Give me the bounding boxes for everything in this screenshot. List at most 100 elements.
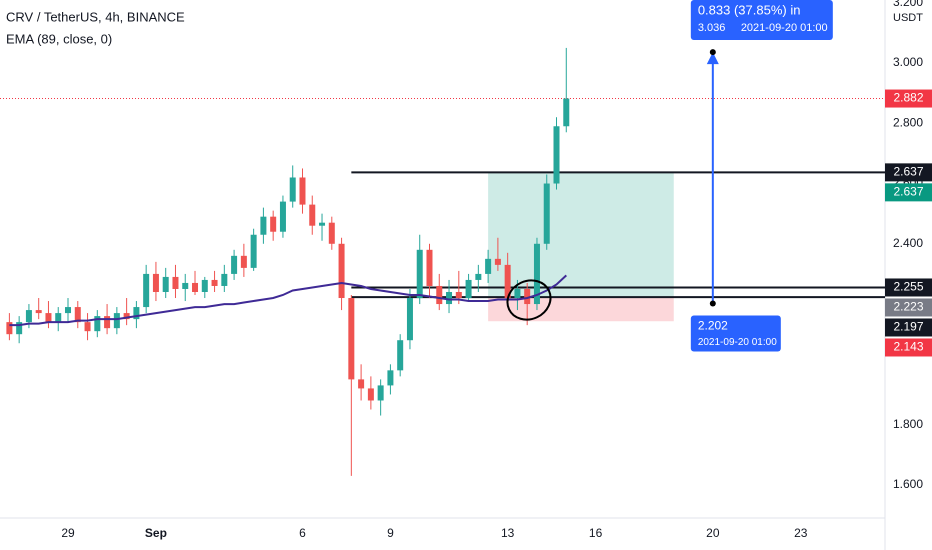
price-tag-label: 2.197: [893, 320, 923, 334]
candle-body: [182, 282, 189, 289]
measure-arrow-head: [706, 52, 719, 65]
candle-body: [25, 310, 32, 323]
y-tick-label: 3.200: [893, 0, 923, 9]
candle-body: [465, 279, 472, 299]
candle-body: [201, 279, 208, 292]
measure-start-date: 2021-09-20 01:00: [698, 337, 777, 348]
candle-body: [387, 370, 394, 386]
y-tick-label: 3.000: [893, 55, 923, 69]
candle-body: [260, 216, 267, 235]
currency-unit: USDT: [893, 12, 923, 24]
candle-body: [123, 313, 130, 320]
candle-body: [6, 322, 13, 335]
candle-body: [543, 183, 550, 244]
candle-body: [299, 177, 306, 205]
price-tag: [885, 338, 932, 357]
candle-body: [367, 388, 374, 401]
candle-body: [485, 258, 492, 274]
y-tick-label: 2.400: [893, 236, 923, 250]
measure-end: [709, 49, 716, 56]
candle-body: [436, 285, 443, 305]
candle-body: [133, 307, 140, 320]
price-tag-label: 2.223: [893, 300, 923, 314]
candle-body: [377, 385, 384, 401]
candle-body: [455, 291, 462, 299]
price-tag: [885, 278, 932, 297]
x-tick-label: Sep: [145, 526, 167, 540]
candle-body: [504, 264, 511, 299]
candle-body: [328, 222, 335, 244]
measure-change: 0.833 (37.85%) in: [698, 2, 801, 17]
candle-body: [231, 255, 238, 274]
indicator-legend: EMA (89, close, 0): [6, 31, 112, 46]
measure-bottom-box: [690, 315, 781, 352]
candle-body: [406, 298, 413, 341]
candle-body: [16, 322, 23, 335]
x-tick-label: 23: [794, 526, 808, 540]
candle-body: [358, 379, 365, 389]
candle-body: [113, 313, 120, 329]
candle-body: [309, 204, 316, 226]
candle-body: [84, 322, 91, 332]
measure-start-price: 2.202: [698, 319, 728, 333]
price-tag: [885, 89, 932, 108]
candle-body: [416, 249, 423, 299]
candle-body: [524, 288, 531, 305]
candle-body: [221, 273, 228, 286]
measure-start: [709, 300, 716, 307]
x-tick-label: 6: [299, 526, 306, 540]
candle-body: [74, 307, 81, 323]
candle-body: [494, 258, 501, 265]
measure-top-box: [690, 0, 833, 40]
price-tag-label: 2.255: [893, 280, 923, 294]
candle-body: [289, 177, 296, 202]
candle-body: [104, 316, 111, 329]
candle-body: [563, 98, 570, 127]
price-tag: [885, 183, 932, 202]
price-tag-label: 2.637: [893, 185, 923, 199]
x-tick-label: 16: [589, 526, 603, 540]
candle-body: [94, 316, 101, 332]
y-tick-label: 1.600: [893, 477, 923, 491]
candle-body: [45, 313, 52, 323]
candle-body: [192, 282, 199, 292]
candle-body: [279, 201, 286, 232]
candle-body: [338, 243, 345, 299]
candle-body: [426, 249, 433, 286]
candle-body: [143, 273, 150, 308]
candle-body: [172, 276, 179, 289]
candle-body: [65, 307, 72, 314]
candle-body: [553, 126, 560, 184]
price-tag-label: 2.882: [893, 91, 923, 105]
x-tick-label: 13: [501, 526, 515, 540]
candle-body: [319, 222, 326, 226]
candle-body: [162, 276, 169, 292]
candle-body: [270, 216, 277, 232]
ema-line: [9, 274, 567, 327]
y-tick-label: 2.800: [893, 115, 923, 129]
measure-end-price: 3.036: [698, 22, 726, 34]
price-tag: [885, 318, 932, 337]
candle-body: [250, 234, 257, 268]
position-target-zone: [488, 172, 674, 298]
candle-body: [211, 279, 218, 286]
chart-title: CRV / TetherUS, 4h, BINANCE: [6, 9, 185, 24]
x-tick-label: 20: [706, 526, 720, 540]
candle-body: [514, 288, 521, 299]
candle-body: [152, 273, 159, 292]
candle-body: [240, 255, 247, 268]
x-tick-label: 9: [387, 526, 394, 540]
candle-body: [446, 291, 453, 305]
candle-body: [397, 340, 404, 371]
hand-drawn-circle: [506, 279, 552, 321]
candle-body: [533, 243, 540, 305]
price-tag: [885, 298, 932, 317]
candle-body: [55, 313, 62, 323]
price-tag-label: 2.637: [893, 165, 923, 179]
x-tick-label: 29: [61, 526, 75, 540]
candle-body: [35, 310, 42, 314]
measure-end-date: 2021-09-20 01:00: [741, 22, 828, 34]
candle-body: [348, 298, 355, 380]
